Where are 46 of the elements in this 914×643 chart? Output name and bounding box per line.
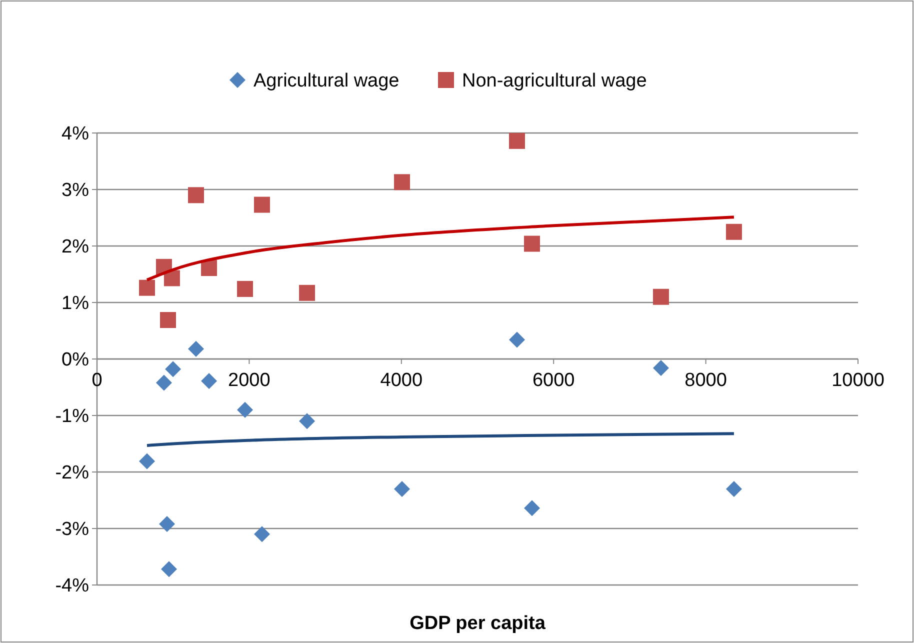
point: [299, 413, 316, 430]
point: [652, 360, 669, 376]
point: [156, 374, 172, 391]
point: [201, 373, 218, 390]
y-tick-label: 3%: [62, 180, 90, 202]
point: [188, 340, 204, 357]
x-axis-title: GDP per capita: [410, 613, 546, 634]
point: [254, 196, 270, 213]
point: [160, 561, 177, 578]
point: [188, 187, 204, 204]
x-tick-label: 2000: [228, 370, 270, 391]
point: [726, 224, 742, 240]
point: [160, 312, 176, 328]
point: [299, 284, 316, 301]
point: [524, 500, 540, 516]
point: [237, 280, 254, 297]
legend-label: Non-agricultural wage: [462, 70, 647, 92]
y-tick-label: 1%: [62, 293, 90, 314]
y-tick-label: 0%: [62, 350, 90, 371]
point: [165, 361, 182, 378]
point: [652, 288, 669, 305]
line-series: [146, 432, 736, 447]
point: [394, 480, 410, 497]
y-tick-label: -1%: [55, 406, 90, 428]
legend-label: Agricultural wage: [254, 70, 400, 92]
point: [524, 236, 540, 252]
point: [139, 280, 155, 296]
y-tick-label: -4%: [55, 576, 90, 597]
point: [237, 402, 254, 418]
y-tick-label: 2%: [62, 236, 90, 258]
point: [159, 516, 176, 532]
point: [139, 453, 155, 470]
x-tick-label: 0: [92, 370, 102, 391]
x-tick-label: 10000: [832, 370, 884, 391]
point: [508, 132, 525, 149]
y-tick-label: -2%: [55, 462, 90, 484]
point: [508, 332, 525, 348]
y-tick-label: 4%: [62, 124, 90, 145]
x-tick-label: 8000: [684, 370, 727, 391]
y-tick-label: -3%: [55, 519, 90, 540]
point: [254, 526, 270, 542]
point: [394, 174, 410, 190]
x-tick-label: 4000: [380, 370, 423, 391]
x-tick-label: 6000: [532, 370, 575, 391]
point: [201, 260, 218, 276]
point: [726, 480, 742, 497]
